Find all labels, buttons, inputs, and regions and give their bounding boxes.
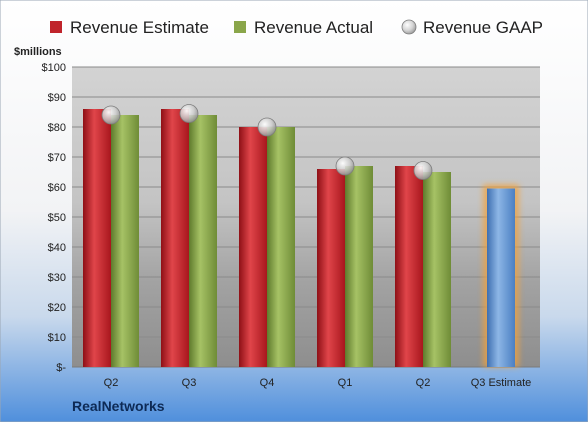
y-tick-label: $50 [48, 212, 66, 224]
legend-swatch [234, 21, 246, 33]
y-tick-label: $90 [48, 92, 66, 104]
q3-estimate-bar [487, 188, 515, 367]
x-tick-label: Q3 Estimate [471, 377, 532, 389]
gaap-marker [101, 105, 121, 125]
y-tick-label: $40 [48, 242, 66, 254]
y-axis-label: $millions [14, 46, 62, 58]
gaap-marker [413, 161, 433, 180]
bars [83, 109, 519, 367]
estimate-bar [395, 166, 423, 367]
x-tick-label: Q2 [416, 377, 431, 389]
actual-bar [345, 166, 373, 367]
estimate-bar [317, 169, 345, 367]
x-tick-label: Q2 [104, 377, 119, 389]
legend-swatch [50, 21, 62, 33]
estimate-bar [161, 109, 189, 367]
actual-bar [189, 115, 217, 367]
x-tick-label: Q4 [260, 377, 275, 389]
gaap-marker [335, 156, 355, 176]
gridlines [72, 66, 540, 368]
legend-label: Revenue GAAP [423, 18, 543, 37]
actual-bar [267, 127, 295, 367]
estimate-bar [83, 109, 111, 367]
legend-label: Revenue Actual [254, 18, 373, 37]
y-tick-label: $30 [48, 272, 66, 284]
y-tick-label: $20 [48, 302, 66, 314]
gaap-marker [179, 104, 199, 123]
y-tick-label: $- [56, 362, 66, 374]
legend-label: Revenue Estimate [70, 18, 209, 37]
y-axis-ticks: $- $10 $20 $30 $40 $50 $60 $70 $80 $90 $100 [42, 62, 67, 374]
x-tick-label: Q3 [182, 377, 197, 389]
estimate-bar [239, 127, 267, 367]
x-axis-ticks: Q2 Q3 Q4 Q1 Q2 Q3 Estimate [104, 377, 532, 389]
legend-swatch-gaap [401, 19, 417, 35]
y-tick-label: $10 [48, 332, 66, 344]
y-tick-label: $100 [42, 62, 66, 74]
actual-bar [111, 115, 139, 367]
gaap-markers [101, 104, 433, 180]
y-tick-label: $70 [48, 152, 66, 164]
gaap-marker [257, 117, 277, 137]
y-tick-label: $80 [48, 122, 66, 134]
actual-bar [423, 172, 451, 367]
company-name: RealNetworks [72, 398, 165, 414]
y-tick-label: $60 [48, 182, 66, 194]
legend: Revenue Estimate Revenue Actual Revenue GA… [50, 18, 543, 37]
x-tick-label: Q1 [338, 377, 353, 389]
